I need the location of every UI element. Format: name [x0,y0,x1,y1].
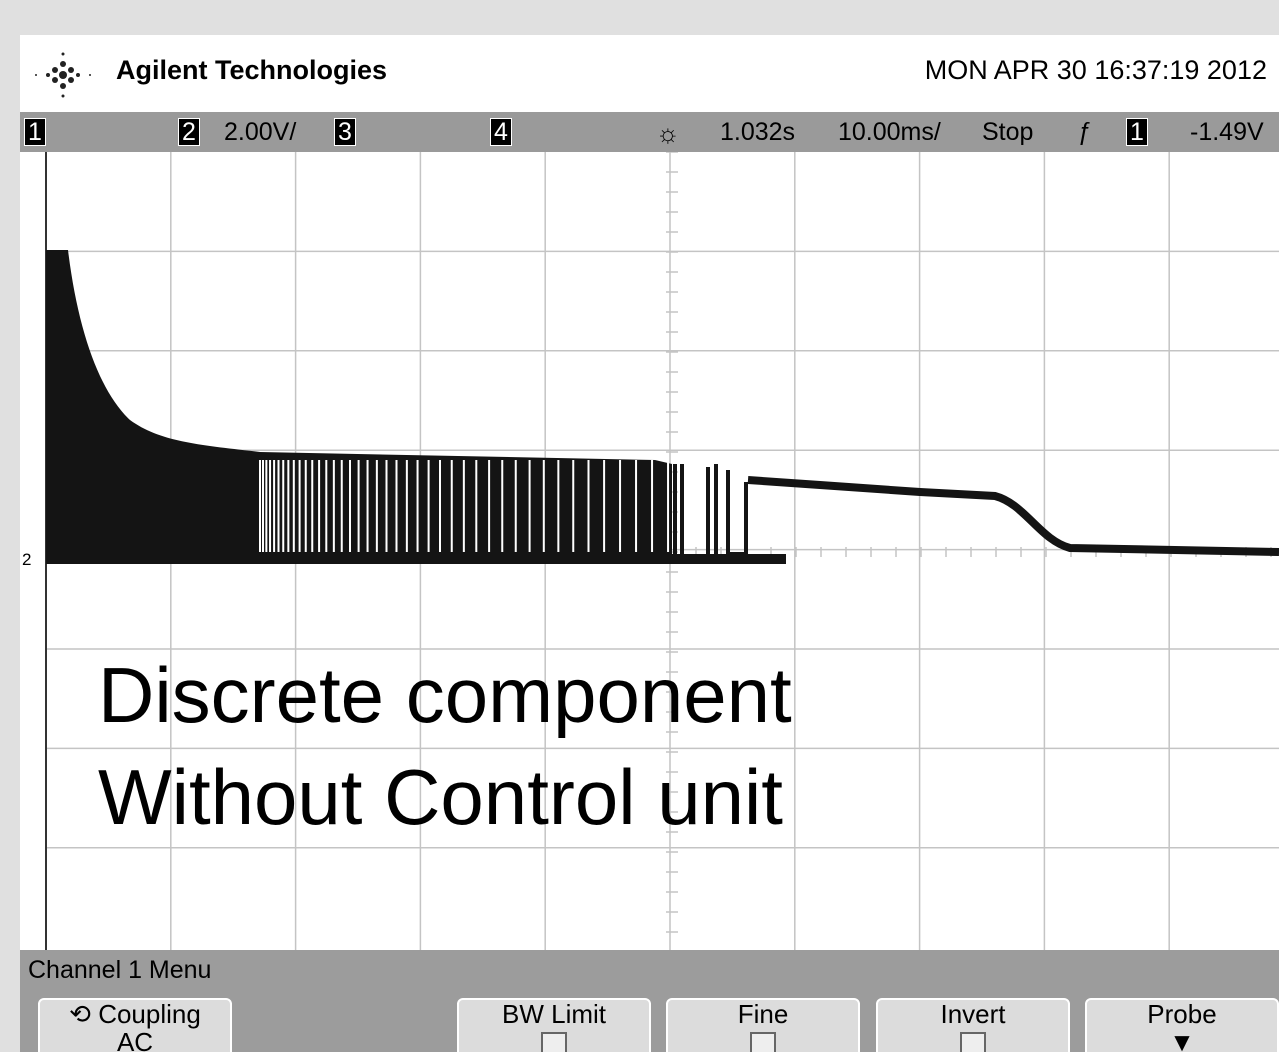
trigger-level: -1.49V [1190,118,1264,146]
trigger-source: 1 [1126,118,1148,146]
ch1-indicator: 1 [24,118,46,146]
bwlimit-button[interactable]: BW Limit [457,998,651,1052]
waveform-gaps [259,460,670,552]
brand: Agilent Technologies [116,55,388,85]
checkbox [750,1032,776,1052]
waveform-baseline [46,554,786,564]
button-label: Invert [940,999,1006,1029]
run-state: Stop [982,118,1034,146]
timebase: 10.00ms/ [838,118,941,146]
ch2-scale: 2.00V/ [224,118,297,146]
channel-menu: Channel 1 Menu ⟲ Coupling AC BW Limit Fin… [20,950,1279,1052]
button-label: Probe [1147,999,1217,1029]
waveform-pulses [673,464,748,562]
invert-button[interactable]: Invert [876,998,1070,1052]
ch2-indicator: 2 [178,118,200,146]
delay: 1.032s [720,118,796,146]
ch4-indicator: 4 [490,118,512,146]
overlay-line-2: Without Control unit [98,753,783,841]
trigger-icon: ☼ [656,118,680,148]
checkbox [960,1032,986,1052]
logo [35,52,91,98]
ch3-indicator: 3 [334,118,356,146]
fine-button[interactable]: Fine [666,998,860,1052]
button-label: Coupling [98,999,201,1029]
menu-title: Channel 1 Menu [28,956,212,984]
waveform-tail [747,476,1279,556]
probe-button[interactable]: Probe ▼ [1085,998,1279,1052]
button-label: BW Limit [502,999,606,1029]
button-label: Fine [737,999,789,1029]
coupling-button[interactable]: ⟲ Coupling AC [38,998,232,1052]
ground-marker: 2 [22,550,31,569]
status-bar: 1 2 2.00V/ 3 4 ☼ 1.032s 10.00ms/ Stop ƒ … [20,112,1279,152]
scope-screen: Agilent Technologies MON APR 30 16:37:19… [20,35,1279,1052]
overlay-line-1: Discrete component [98,651,792,739]
button-value: AC [116,1027,154,1052]
waveform-plot: 2 Discrete component Without Control uni… [22,152,1279,950]
checkbox [541,1032,567,1052]
datetime: MON APR 30 16:37:19 2012 [924,55,1267,85]
edge-icon: ƒ [1078,118,1092,146]
